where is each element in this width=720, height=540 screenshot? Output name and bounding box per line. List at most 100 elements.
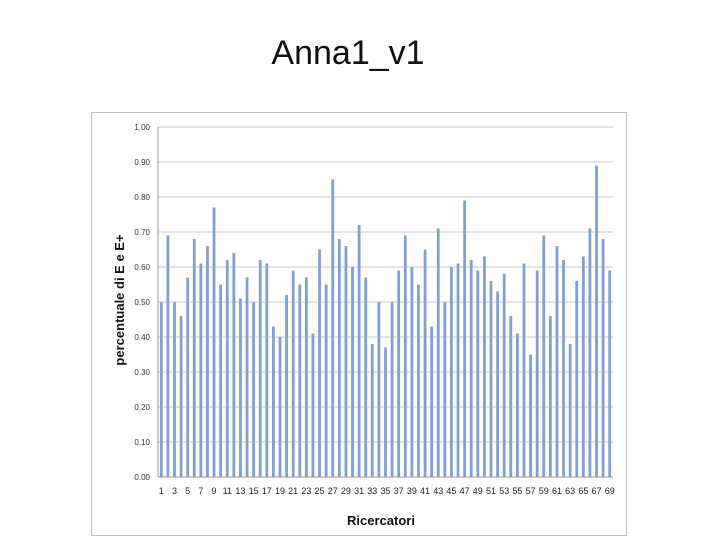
bar-17 <box>265 263 269 477</box>
x-tick-label: 33 <box>367 486 377 496</box>
bar-15 <box>252 302 256 477</box>
x-tick-label: 51 <box>486 486 496 496</box>
bar-67 <box>595 165 598 477</box>
x-tick-label: 57 <box>526 486 536 496</box>
y-axis-title: percentuale di E e E+ <box>112 234 127 366</box>
y-tick-label: 0.90 <box>134 158 150 167</box>
y-tick-label: 0.10 <box>134 438 150 447</box>
bar-68 <box>601 239 605 477</box>
x-tick-label: 11 <box>223 486 232 496</box>
bar-47 <box>463 200 467 477</box>
y-tick-label: 1.00 <box>134 123 150 132</box>
x-tick-label: 65 <box>578 486 588 496</box>
bar-21 <box>291 270 295 477</box>
bar-43 <box>436 228 440 477</box>
bar-44 <box>443 302 447 477</box>
bar-52 <box>496 291 499 477</box>
y-tick-label: 0.60 <box>134 263 150 272</box>
x-tick-label: 55 <box>512 486 522 496</box>
x-tick-label: 67 <box>592 486 602 496</box>
bar-50 <box>483 256 486 477</box>
bar-31 <box>357 225 361 477</box>
x-tick-label: 61 <box>552 486 562 496</box>
bar-12 <box>232 253 236 477</box>
x-tick-label: 3 <box>172 486 177 496</box>
x-tick-labels: 1 3 5 7 9 11 13 15 17 19 21 23 25 27 29 31 33 35 37 39 41 43 4… <box>159 486 615 496</box>
bar-7 <box>199 263 203 477</box>
bar-49 <box>476 270 480 477</box>
bar-41 <box>423 249 427 477</box>
x-tick-label: 23 <box>301 486 311 496</box>
x-tick-label: 5 <box>185 486 190 496</box>
bar-24 <box>311 333 315 477</box>
bar-9 <box>212 207 216 477</box>
bar-46 <box>456 263 460 477</box>
x-tick-label: 9 <box>212 486 217 496</box>
bar-26 <box>324 284 328 477</box>
bar-16 <box>258 260 262 477</box>
bar-29 <box>344 246 348 477</box>
bar-40 <box>417 284 420 477</box>
x-tick-label: 37 <box>394 486 404 496</box>
bar-6 <box>192 239 196 477</box>
x-tick-label: 7 <box>198 486 203 496</box>
bar-66 <box>588 228 592 477</box>
bar-59 <box>542 235 546 477</box>
bar-13 <box>239 298 242 477</box>
bar-32 <box>364 277 368 477</box>
bar-64 <box>575 281 579 477</box>
bar-39 <box>410 267 414 477</box>
bar-37 <box>397 270 401 477</box>
y-tick-labels: 0.00 0.10 0.20 0.30 0.40 0.50 0.60 0.70 0.80 0.90… <box>134 123 150 482</box>
bar-27 <box>331 179 335 477</box>
bar-14 <box>245 277 249 477</box>
bar-19 <box>278 337 282 477</box>
x-tick-label: 63 <box>565 486 575 496</box>
bars <box>159 165 612 477</box>
bar-18 <box>272 326 275 477</box>
bar-23 <box>304 277 308 477</box>
x-tick-label: 39 <box>407 486 417 496</box>
bar-45 <box>450 267 453 477</box>
bar-51 <box>489 281 493 477</box>
bar-35 <box>384 347 387 477</box>
bar-3 <box>173 302 176 477</box>
x-tick-label: 45 <box>446 486 456 496</box>
x-tick-label: 1 <box>159 486 164 496</box>
bar-38 <box>403 235 407 477</box>
bar-55 <box>515 333 519 477</box>
bar-36 <box>390 302 394 477</box>
bar-58 <box>535 270 539 477</box>
x-tick-label: 25 <box>315 486 325 496</box>
bar-22 <box>298 284 302 477</box>
bar-57 <box>529 354 532 477</box>
bar-42 <box>430 326 434 477</box>
x-tick-label: 29 <box>341 486 351 496</box>
bar-56 <box>522 263 526 477</box>
bar-34 <box>377 302 381 477</box>
bar-30 <box>351 267 354 477</box>
bar-28 <box>337 239 341 477</box>
bar-4 <box>179 316 183 477</box>
bar-53 <box>502 274 506 477</box>
x-tick-label: 19 <box>275 486 285 496</box>
y-tick-label: 0.20 <box>134 403 150 412</box>
bar-1 <box>159 302 163 477</box>
x-tick-label: 17 <box>262 486 272 496</box>
y-tick-label: 0.40 <box>134 333 150 342</box>
x-tick-label: 49 <box>473 486 483 496</box>
bar-8 <box>206 246 209 477</box>
x-tick-label: 31 <box>354 486 364 496</box>
bar-25 <box>318 249 321 477</box>
x-tick-label: 47 <box>460 486 470 496</box>
bar-2 <box>166 235 170 477</box>
bar-20 <box>285 295 288 477</box>
bar-10 <box>219 284 223 477</box>
axes <box>157 127 613 478</box>
y-tick-label: 0.50 <box>134 298 150 307</box>
y-tick-label: 0.00 <box>134 473 150 482</box>
x-tick-label: 59 <box>539 486 549 496</box>
bar-65 <box>581 256 585 477</box>
x-tick-label: 35 <box>380 486 390 496</box>
